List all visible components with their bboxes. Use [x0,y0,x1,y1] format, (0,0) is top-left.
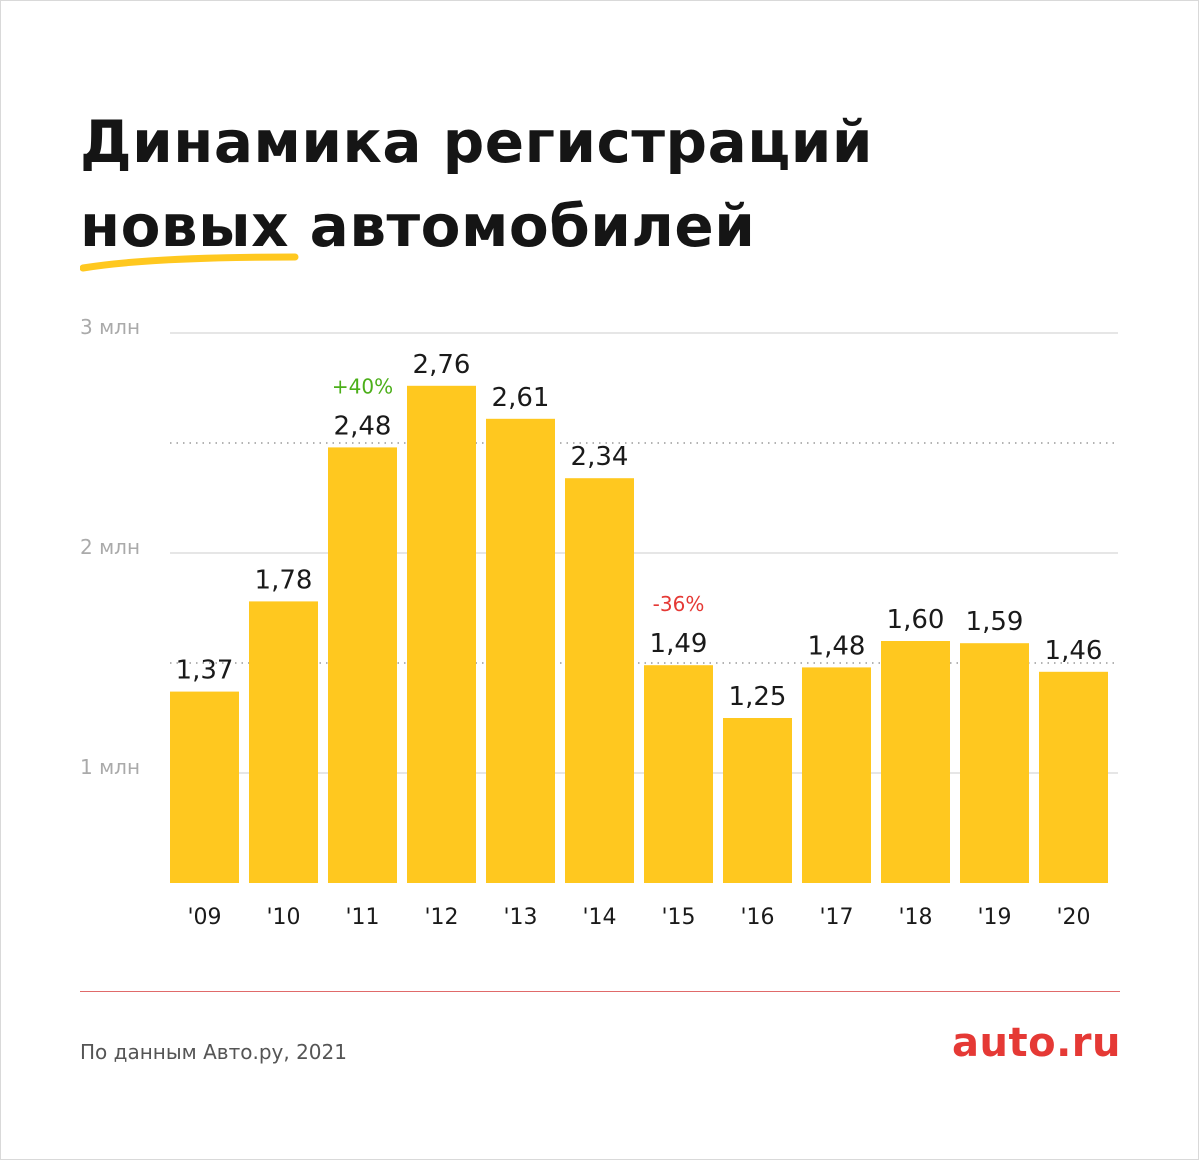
bar-value-label: 1,59 [966,607,1024,637]
x-tick-label: '14 [582,905,616,930]
y-tick-label: 1 млн [80,755,140,779]
x-tick-label: '09 [187,905,221,930]
x-tick-label: '16 [740,905,774,930]
x-tick-label: '11 [345,905,379,930]
title-line-1: Динамика регистраций [80,108,873,176]
bar-chart: 1 млн 2 млн 3 млн 1,37 '09 1,78 '10 2,48 '11 2,76… [80,315,1118,930]
bar-19 [960,643,1029,883]
bar-12 [407,385,476,883]
footer-divider [80,991,1120,992]
bar-11 [328,447,397,883]
bar-value-label: 1,78 [255,565,313,595]
y-tick-label: 3 млн [80,315,140,339]
bar-15 [644,665,713,883]
x-tick-label: '19 [977,905,1011,930]
title-line-2: новых автомобилей [80,192,756,260]
x-tick-label: '18 [898,905,932,930]
bar-value-label: 1,37 [176,656,234,686]
bar-17 [802,667,871,883]
bar-value-label: 2,34 [571,442,629,472]
auto-ru-logo[interactable]: auto.ru [952,1020,1121,1066]
bar-value-label: 2,61 [492,383,550,413]
bar-value-label: 2,48 [334,411,392,441]
bar-20 [1039,671,1108,883]
chart-title: Динамика регистраций новых автомобилей [80,100,873,268]
bar-09 [170,691,239,883]
x-tick-label: '10 [266,905,300,930]
title-underline [80,253,299,272]
bar-value-label: 1,60 [887,605,945,635]
change-annotation-increase: +40% [332,374,393,398]
change-annotation-decrease: -36% [653,592,705,616]
bar-value-label: 1,25 [729,682,787,712]
y-tick-label: 2 млн [80,535,140,559]
x-tick-label: '17 [819,905,853,930]
bar-18 [881,641,950,883]
bar-16 [723,718,792,883]
bar-value-label: 1,48 [808,631,866,661]
bar-10 [249,601,318,883]
x-tick-label: '15 [661,905,695,930]
bar-13 [486,418,555,883]
source-note: По данным Авто.ру, 2021 [80,1040,347,1064]
bar-value-label: 1,49 [650,629,708,659]
bar-value-label: 1,46 [1045,636,1103,666]
x-tick-label: '13 [503,905,537,930]
x-tick-label: '20 [1056,905,1090,930]
x-tick-label: '12 [424,905,458,930]
bar-14 [565,478,634,883]
bar-value-label: 2,76 [413,350,471,380]
title-underline-stroke [80,253,299,272]
